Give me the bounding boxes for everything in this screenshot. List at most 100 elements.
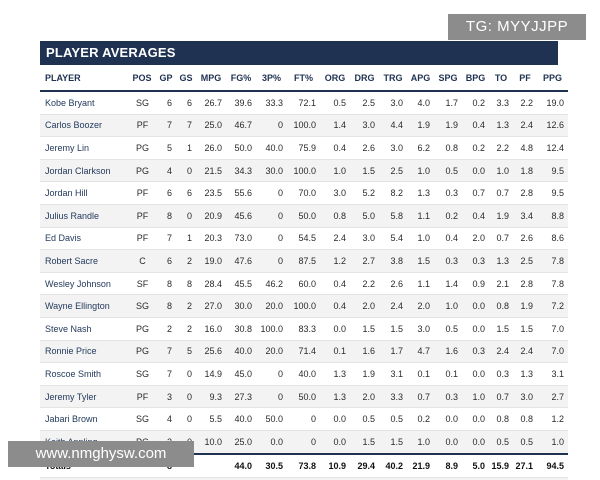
stat-cell: 40.6 bbox=[256, 477, 287, 480]
stat-cell: 0.0 bbox=[320, 407, 350, 431]
stat-cell: 0.4 bbox=[320, 136, 350, 160]
stat-cell: 2 bbox=[176, 249, 196, 273]
player-name[interactable]: Robert Sacre bbox=[40, 249, 128, 273]
stat-cell: 5.4 bbox=[462, 477, 489, 480]
column-header-trg[interactable]: TRG bbox=[379, 65, 407, 92]
stat-cell: 8 bbox=[176, 272, 196, 296]
stat-cell: 45.5 bbox=[226, 272, 256, 296]
player-name[interactable]: Jordan Clarkson bbox=[40, 159, 128, 183]
column-header-pf[interactable]: PF bbox=[513, 65, 537, 92]
stat-cell: 45.6 bbox=[226, 204, 256, 228]
stat-cell: 0.7 bbox=[489, 227, 513, 251]
stat-cell: 3.0 bbox=[320, 181, 350, 205]
stat-cell: 100.0 bbox=[287, 114, 320, 138]
stat-cell: 0.0 bbox=[462, 159, 489, 183]
stat-cell: 0.5 bbox=[489, 430, 513, 455]
position-cell: SG bbox=[128, 294, 156, 318]
column-header-drg[interactable]: DRG bbox=[350, 65, 379, 92]
player-name[interactable]: Jordan Hill bbox=[40, 181, 128, 205]
player-name[interactable]: Roscoe Smith bbox=[40, 362, 128, 386]
stat-cell: 3.0 bbox=[379, 91, 407, 115]
stat-cell: 7 bbox=[156, 340, 176, 364]
stat-cell: 2.4 bbox=[489, 340, 513, 364]
player-name[interactable]: Wesley Johnson bbox=[40, 272, 128, 296]
stat-cell: 2.8 bbox=[513, 272, 537, 296]
stat-cell: 100.0 bbox=[287, 294, 320, 318]
position-cell: SG bbox=[128, 407, 156, 431]
stat-cell: 0.7 bbox=[407, 385, 434, 409]
stat-cell: 55.6 bbox=[226, 181, 256, 205]
stat-cell: 40.0 bbox=[256, 136, 287, 160]
player-name[interactable]: Jeremy Tyler bbox=[40, 385, 128, 409]
table-row: Ronnie Price PG 7 5 25.6 40.0 20.0 71.4 0.1 1.6 1.… bbox=[40, 340, 568, 364]
stat-cell: 5 bbox=[176, 340, 196, 364]
stat-cell: 1.5 bbox=[513, 317, 537, 341]
column-header-bpg[interactable]: BPG bbox=[462, 65, 489, 92]
player-name[interactable]: Steve Nash bbox=[40, 317, 128, 341]
column-header-fg[interactable]: FG% bbox=[226, 65, 256, 92]
stat-cell: 1.0 bbox=[407, 159, 434, 183]
stat-cell: 0.7 bbox=[489, 181, 513, 205]
stat-cell: 5.5 bbox=[196, 407, 226, 431]
stat-cell: 0.8 bbox=[513, 407, 537, 431]
watermark-url: www.nmghysw.com bbox=[8, 441, 194, 467]
stat-cell: 7 bbox=[156, 227, 176, 251]
stat-cell: 19.0 bbox=[537, 91, 568, 115]
player-name[interactable]: Ronnie Price bbox=[40, 340, 128, 364]
player-name[interactable]: Julius Randle bbox=[40, 204, 128, 228]
column-header-pos[interactable]: POS bbox=[128, 65, 156, 92]
column-header-player[interactable]: PLAYER bbox=[40, 65, 128, 92]
stat-cell: 45.0 bbox=[226, 362, 256, 386]
stat-cell: 7.0 bbox=[537, 317, 568, 341]
stat-cell: 2.5 bbox=[379, 159, 407, 183]
table-row: Wesley Johnson SF 8 8 28.4 45.5 46.2 60.0 0.4 2.2… bbox=[40, 272, 568, 296]
column-header-org[interactable]: ORG bbox=[320, 65, 350, 92]
stat-cell: 0.3 bbox=[462, 340, 489, 364]
column-header-gs[interactable]: GS bbox=[176, 65, 196, 92]
stat-cell: 1.8 bbox=[513, 159, 537, 183]
stat-cell: 0.4 bbox=[434, 227, 462, 251]
player-name[interactable]: Kobe Bryant bbox=[40, 91, 128, 115]
stat-cell: 23.9 bbox=[407, 477, 434, 480]
stat-cell: 0 bbox=[256, 385, 287, 409]
column-header-mpg[interactable]: MPG bbox=[196, 65, 226, 92]
empty-cell bbox=[196, 477, 226, 480]
stat-cell: 1.5 bbox=[350, 317, 379, 341]
stat-cell: 0.0 bbox=[462, 407, 489, 431]
stat-cell: 14.9 bbox=[196, 362, 226, 386]
stat-cell: 70.0 bbox=[287, 181, 320, 205]
stat-cell: 4.0 bbox=[407, 91, 434, 115]
player-name[interactable]: Carlos Boozer bbox=[40, 114, 128, 138]
column-header-gp[interactable]: GP bbox=[156, 65, 176, 92]
column-header-ppg[interactable]: PPG bbox=[537, 65, 568, 92]
stat-cell: 0 bbox=[256, 362, 287, 386]
column-header-3p[interactable]: 3P% bbox=[256, 65, 287, 92]
position-cell: SG bbox=[128, 362, 156, 386]
stat-cell: 1.5 bbox=[379, 430, 407, 455]
stat-cell: 0.4 bbox=[462, 114, 489, 138]
stat-cell: 5.0 bbox=[350, 204, 379, 228]
stat-cell: 2.1 bbox=[489, 272, 513, 296]
column-header-spg[interactable]: SPG bbox=[434, 65, 462, 92]
player-name[interactable]: Jabari Brown bbox=[40, 407, 128, 431]
stat-cell: 2 bbox=[156, 317, 176, 341]
column-header-ft[interactable]: FT% bbox=[287, 65, 320, 92]
stat-cell: 30.0 bbox=[256, 159, 287, 183]
column-header-apg[interactable]: APG bbox=[407, 65, 434, 92]
stat-cell: 1.7 bbox=[379, 340, 407, 364]
stat-cell: 0.4 bbox=[462, 204, 489, 228]
stat-cell: 1.4 bbox=[320, 114, 350, 138]
player-name[interactable]: Jeremy Lin bbox=[40, 136, 128, 160]
column-header-to[interactable]: TO bbox=[489, 65, 513, 92]
player-name[interactable]: Wayne Ellington bbox=[40, 294, 128, 318]
stat-cell: 1.6 bbox=[434, 340, 462, 364]
stat-cell: 8.9 bbox=[434, 452, 462, 478]
player-name[interactable]: Ed Davis bbox=[40, 227, 128, 251]
stat-cell: 1.5 bbox=[407, 249, 434, 273]
stat-cell: 1.0 bbox=[537, 430, 568, 455]
stat-cell: 21.5 bbox=[196, 159, 226, 183]
stat-cell: 3 bbox=[156, 385, 176, 409]
stat-cell: 0.1 bbox=[320, 340, 350, 364]
stat-cell: 0.5 bbox=[350, 407, 379, 431]
